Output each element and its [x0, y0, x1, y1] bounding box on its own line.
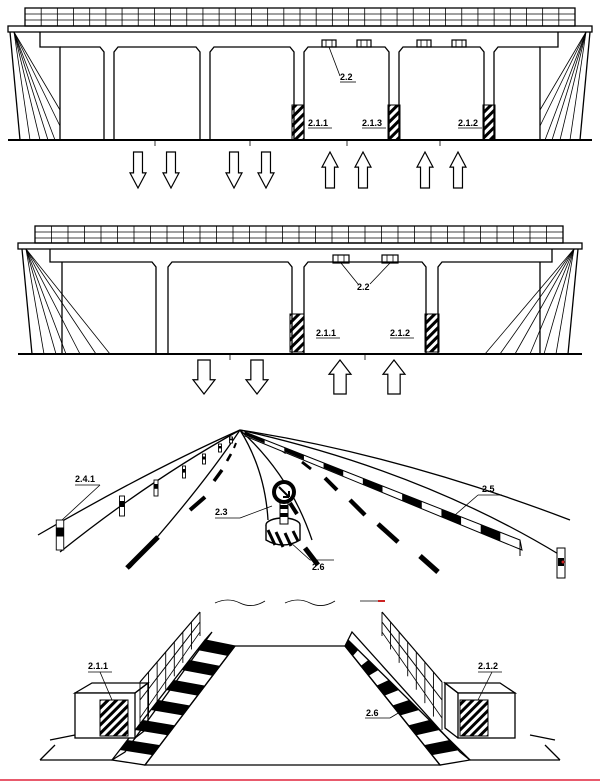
right-curb	[344, 630, 472, 766]
left-curb	[110, 631, 237, 766]
right-embankment	[484, 248, 579, 355]
left-embankment	[21, 248, 111, 355]
right-embankment	[539, 31, 591, 141]
left-abutment-box	[72, 681, 150, 739]
overhead-markings	[332, 254, 399, 285]
pier-marking-2-1-1	[291, 104, 305, 141]
ground-plane	[40, 734, 560, 761]
label-2-6-road: 2.6	[312, 562, 325, 572]
barrier-marking	[244, 431, 523, 556]
pier-outlines	[60, 46, 540, 140]
bridge-middle-panel: 2.2 2.1.1 2.1.2	[17, 225, 583, 395]
overhead-markings	[321, 39, 467, 77]
traffic-arrows-top	[129, 150, 467, 190]
break-marks	[214, 599, 385, 606]
label-2-3: 2.3	[215, 507, 228, 517]
road-edges	[37, 429, 571, 569]
left-embankment	[9, 31, 61, 141]
bridge-top-panel: 2.2 2.1.1 2.1.3 2.1.2	[7, 7, 593, 190]
label-2-6-ramp: 2.6	[366, 708, 379, 718]
pier-marking-2-1-2	[482, 104, 496, 141]
label-2-4-1: 2.4.1	[75, 474, 95, 484]
ramp-panel: 2.1.1 2.1.2 2.6	[39, 611, 561, 766]
label-2-1-2-top: 2.1.2	[458, 118, 478, 128]
deck-railing	[24, 7, 576, 27]
edge-post	[556, 547, 566, 579]
traffic-arrows-middle	[191, 359, 407, 395]
traffic-island	[239, 429, 313, 548]
label-2-1-1-ramp: 2.1.1	[88, 661, 108, 671]
label-2-1-2-middle: 2.1.2	[390, 328, 410, 338]
pier-outlines	[49, 249, 553, 354]
lane-dashes	[125, 439, 440, 574]
deck-beam	[17, 242, 583, 250]
right-abutment-box	[443, 681, 518, 739]
label-2-2-middle: 2.2	[357, 282, 370, 292]
label-2-1-1-top: 2.1.1	[308, 118, 328, 128]
label-2-5: 2.5	[482, 484, 495, 494]
pier-marking-2-1-1	[289, 313, 305, 353]
road-perspective-panel: 2.4.1 2.3 2.6 2.5	[37, 429, 571, 579]
roadside-posts	[55, 436, 233, 551]
pier-marking-2-1-3	[387, 104, 401, 141]
label-2-2-top: 2.2	[340, 72, 353, 82]
abutment-outline	[39, 32, 559, 140]
deck-railing	[34, 225, 564, 244]
label-2-1-2-ramp: 2.1.2	[478, 661, 498, 671]
deck-beam	[7, 25, 593, 33]
pier-marking-2-1-2	[424, 313, 440, 353]
label-2-1-3-top: 2.1.3	[362, 118, 382, 128]
keep-right-sign	[272, 480, 296, 525]
label-2-1-1-middle: 2.1.1	[316, 328, 336, 338]
right-railing	[381, 611, 443, 730]
